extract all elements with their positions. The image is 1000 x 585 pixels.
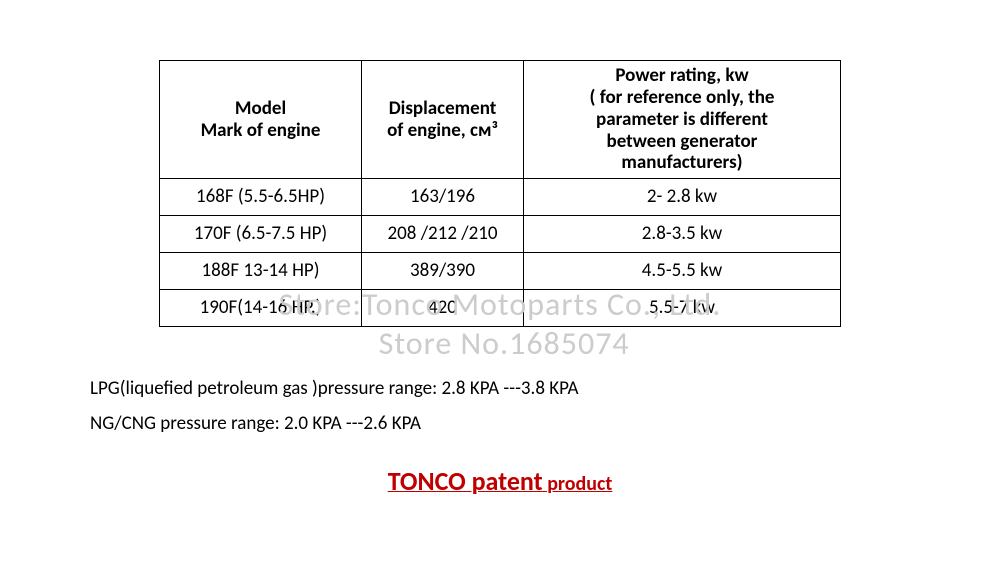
patent-small: product — [543, 472, 613, 496]
spec-table: Model Mark of engine Displacement of eng… — [159, 60, 841, 327]
table-row: 190F(14-16 HP.) 420 5.5-7 kw — [160, 290, 841, 327]
cell-model: 188F 13-14 HP) — [160, 253, 362, 290]
cell-power: 2.8-3.5 kw — [524, 216, 841, 253]
cell-power: 4.5-5.5 kw — [524, 253, 841, 290]
table-row: 168F (5.5-6.5HP) 163/196 2- 2.8 kw — [160, 179, 841, 216]
cell-model: 190F(14-16 HP.) — [160, 290, 362, 327]
header-row: Model Mark of engine Displacement of eng… — [160, 61, 841, 179]
cell-disp: 389/390 — [362, 253, 524, 290]
cell-model: 168F (5.5-6.5HP) — [160, 179, 362, 216]
cell-power: 5.5-7 kw — [524, 290, 841, 327]
patent-big: TONCO patent — [388, 465, 543, 497]
notes-section: LPG(liquefied petroleum gas )pressure ra… — [90, 377, 920, 435]
table-row: 170F (6.5-7.5 HP) 208 /212 /210 2.8-3.5 … — [160, 216, 841, 253]
ng-note: NG/CNG pressure range: 2.0 KPA ---2.6 KP… — [90, 412, 920, 435]
header-model-line2: Mark of engine — [201, 119, 321, 142]
header-power-line1: Power rating, kw — [615, 64, 748, 87]
header-model: Model Mark of engine — [160, 61, 362, 179]
lpg-note: LPG(liquefied petroleum gas )pressure ra… — [90, 377, 920, 400]
cell-disp: 420 — [362, 290, 524, 327]
header-power: Power rating, kw ( for reference only, t… — [524, 61, 841, 179]
header-power-line4: between generator — [607, 130, 758, 153]
cell-disp: 208 /212 /210 — [362, 216, 524, 253]
header-disp-line1: Displacement — [389, 97, 497, 120]
table-row: 188F 13-14 HP) 389/390 4.5-5.5 kw — [160, 253, 841, 290]
header-power-line3: parameter is different — [596, 108, 768, 131]
cell-model: 170F (6.5-7.5 HP) — [160, 216, 362, 253]
patent-label: TONCO patent product — [80, 465, 920, 497]
header-power-line5: manufacturers) — [621, 151, 742, 174]
header-power-line2: ( for reference only, the — [590, 86, 775, 109]
header-displacement: Displacement of engine, см³ — [362, 61, 524, 179]
cell-power: 2- 2.8 kw — [524, 179, 841, 216]
header-disp-line2: of engine, см³ — [387, 119, 498, 142]
cell-disp: 163/196 — [362, 179, 524, 216]
header-model-line1: Model — [235, 97, 286, 120]
